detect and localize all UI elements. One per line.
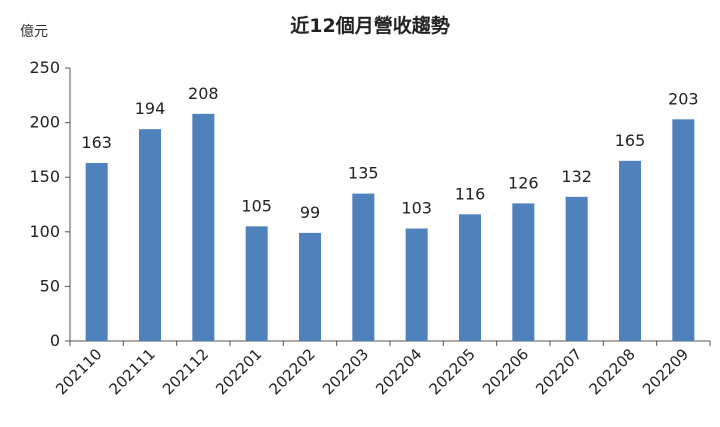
y-axis-unit-label: 億元 (20, 24, 48, 40)
bar (85, 163, 108, 341)
data-label: 135 (348, 164, 379, 183)
data-label: 116 (455, 184, 486, 203)
bar (245, 226, 268, 341)
x-tick-label: 202112 (159, 345, 212, 398)
plot-area: 0 50 100 150 200 250 163 202110 194 202111 208 2021… (29, 58, 711, 398)
x-tick-label: 202203 (319, 345, 372, 398)
bar (565, 196, 588, 341)
x-tick-label: 202110 (52, 345, 105, 398)
x-tick-label: 202204 (372, 345, 425, 398)
bar (139, 129, 161, 341)
y-tick-label: 100 (29, 222, 60, 241)
x-tick-label: 202208 (586, 345, 639, 398)
bar (512, 203, 535, 341)
bar (405, 228, 428, 341)
y-tick-label: 150 (29, 167, 60, 186)
bar (619, 160, 641, 341)
data-label: 163 (81, 133, 112, 152)
bar (352, 193, 375, 341)
x-tick-label: 202201 (212, 345, 265, 398)
data-label: 203 (668, 89, 699, 108)
x-tick-label: 202202 (266, 345, 319, 398)
y-tick-label: 50 (40, 276, 60, 295)
bar (192, 113, 215, 341)
data-label: 132 (561, 167, 592, 186)
x-tick-label: 202207 (532, 345, 585, 398)
bar (672, 119, 695, 341)
data-label: 194 (135, 99, 166, 118)
x-tick-label: 202209 (639, 345, 692, 398)
data-label: 103 (401, 199, 432, 218)
x-tick-label: 202111 (106, 345, 159, 398)
x-tick-label: 202205 (426, 345, 479, 398)
bar (459, 214, 481, 341)
y-tick-label: 200 (29, 113, 60, 132)
x-tick-label: 202206 (479, 345, 532, 398)
data-label: 165 (615, 131, 646, 150)
bar (299, 232, 321, 341)
chart-title: 近12個月營收趨勢 (290, 14, 449, 37)
data-label: 99 (300, 203, 320, 222)
data-label: 208 (188, 84, 219, 103)
data-label: 126 (508, 173, 539, 192)
y-tick-label: 250 (29, 58, 60, 77)
data-label: 105 (241, 196, 272, 215)
y-tick-label: 0 (50, 331, 60, 350)
